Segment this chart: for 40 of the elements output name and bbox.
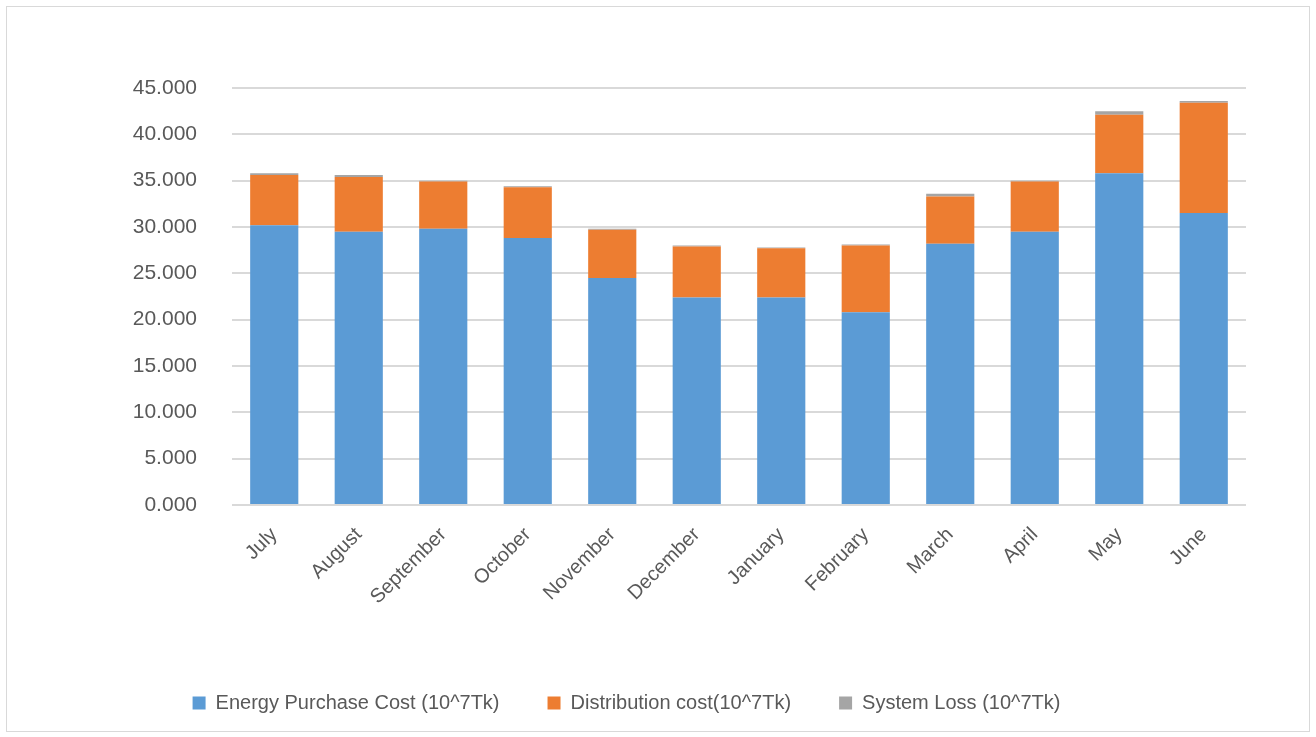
bar <box>419 228 468 504</box>
bar <box>250 225 299 504</box>
y-tick-label: 0.000 <box>144 491 197 515</box>
bar <box>841 312 890 504</box>
bar <box>250 175 299 226</box>
y-tick-label: 15.000 <box>132 352 197 376</box>
bar <box>1179 213 1228 504</box>
bar <box>503 187 552 239</box>
x-tick-label: July <box>240 522 281 564</box>
x-tick-label: May <box>1083 522 1126 565</box>
bar <box>503 238 552 504</box>
bar <box>1095 111 1144 115</box>
bar <box>588 277 637 504</box>
legend-label: Distribution cost(10^7Tk) <box>570 690 792 713</box>
y-tick-label: 25.000 <box>132 260 197 284</box>
legend-label: Energy Purchase Cost (10^7Tk) <box>215 690 500 713</box>
bar <box>841 245 890 313</box>
legend-label: System Loss (10^7Tk) <box>862 690 1061 713</box>
bar <box>334 231 383 504</box>
y-tick-label: 45.000 <box>132 74 197 98</box>
bar <box>334 176 383 232</box>
y-tick-label: 10.000 <box>132 399 197 423</box>
bar <box>926 243 975 504</box>
bar <box>926 196 975 244</box>
y-tick-label: 35.000 <box>132 167 197 191</box>
bar <box>1095 114 1144 174</box>
bar <box>757 248 806 298</box>
bar <box>1010 181 1059 232</box>
y-tick-label: 30.000 <box>132 213 197 237</box>
bar <box>1095 173 1144 504</box>
y-tick-label: 5.000 <box>144 445 197 469</box>
bar <box>1179 102 1228 214</box>
bar <box>757 297 806 504</box>
y-tick-label: 40.000 <box>132 121 197 145</box>
y-tick-label: 20.000 <box>132 306 197 330</box>
bar <box>1010 231 1059 504</box>
bar <box>672 246 721 298</box>
bar <box>588 229 637 278</box>
bar <box>672 297 721 504</box>
bar <box>419 181 468 229</box>
